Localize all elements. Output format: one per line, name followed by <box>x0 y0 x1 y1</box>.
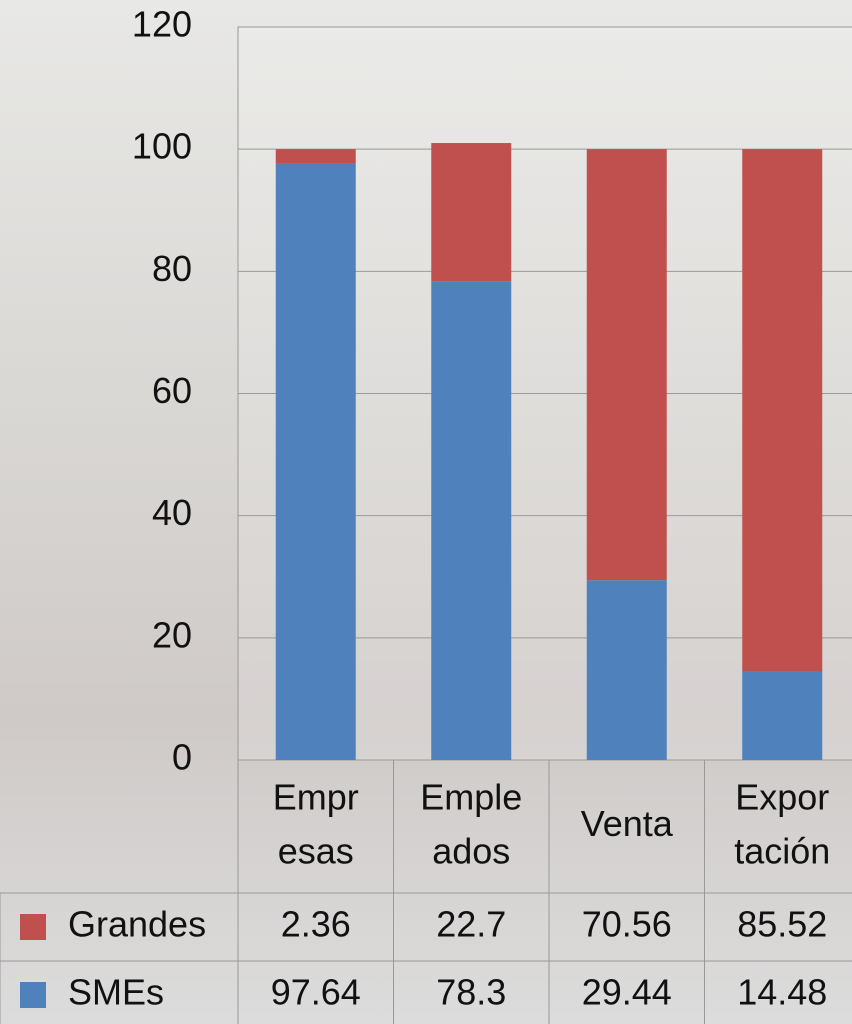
table-value: 78.3 <box>436 972 506 1013</box>
y-tick-label: 20 <box>152 614 192 655</box>
bar-segment <box>742 672 822 760</box>
y-tick-label: 60 <box>152 370 192 411</box>
bar-segment <box>276 149 356 163</box>
y-tick-label: 0 <box>172 737 192 778</box>
category-label: Venta <box>581 803 674 844</box>
table-value: 29.44 <box>582 972 672 1013</box>
y-tick-label: 100 <box>132 126 192 167</box>
y-tick-label: 40 <box>152 492 192 533</box>
bar-segment <box>431 282 511 760</box>
legend-key <box>20 914 46 940</box>
y-tick-label: 120 <box>132 4 192 45</box>
table-value: 2.36 <box>281 904 351 945</box>
table-value: 85.52 <box>737 904 827 945</box>
table-value: 97.64 <box>271 972 361 1013</box>
legend-label: SMEs <box>68 972 164 1013</box>
bar-segment <box>742 149 822 671</box>
table-value: 70.56 <box>582 904 672 945</box>
bar-segment <box>276 164 356 760</box>
table-value: 22.7 <box>436 904 506 945</box>
legend-key <box>20 982 46 1008</box>
bar-segment <box>587 149 667 580</box>
y-tick-label: 80 <box>152 248 192 289</box>
legend-label: Grandes <box>68 904 206 945</box>
chart: 0 20 40 60 80 100 120 Empresas Empleados Venta Exp… <box>0 0 852 1024</box>
table-value: 14.48 <box>737 972 827 1013</box>
bar-segment <box>431 143 511 282</box>
bar-segment <box>587 580 667 760</box>
